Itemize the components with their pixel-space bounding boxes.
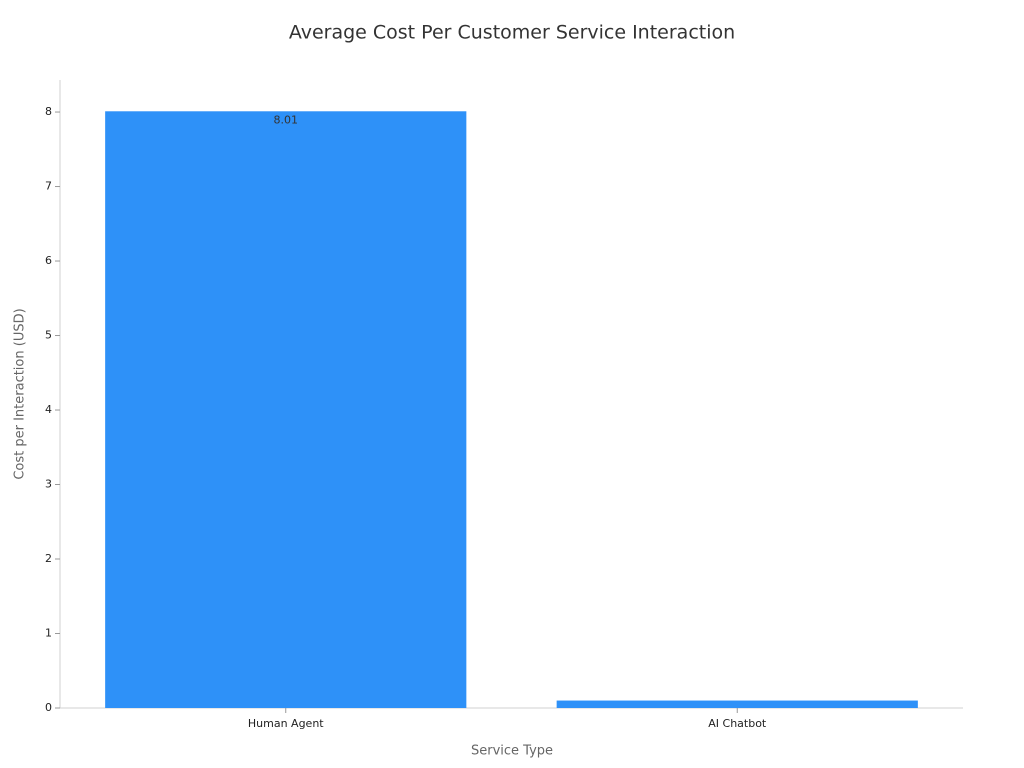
x-tick-label: AI Chatbot	[708, 717, 767, 730]
value-label: 8.01	[274, 113, 299, 126]
y-tick-label: 4	[45, 403, 52, 416]
y-tick-label: 5	[45, 329, 52, 342]
chart-title: Average Cost Per Customer Service Intera…	[289, 22, 735, 44]
bar	[105, 111, 467, 708]
y-tick-label: 3	[45, 478, 52, 491]
y-tick-label: 8	[45, 105, 52, 118]
x-axis-label: Service Type	[471, 744, 553, 759]
y-tick-label: 6	[45, 254, 52, 267]
y-tick-label: 2	[45, 552, 52, 565]
y-tick-label: 1	[45, 627, 52, 640]
bar	[556, 700, 918, 708]
y-axis-label: Cost per Interaction (USD)	[13, 308, 28, 479]
y-tick-label: 7	[45, 180, 52, 193]
x-tick-label: Human Agent	[248, 717, 324, 730]
y-tick-label: 0	[45, 701, 52, 714]
